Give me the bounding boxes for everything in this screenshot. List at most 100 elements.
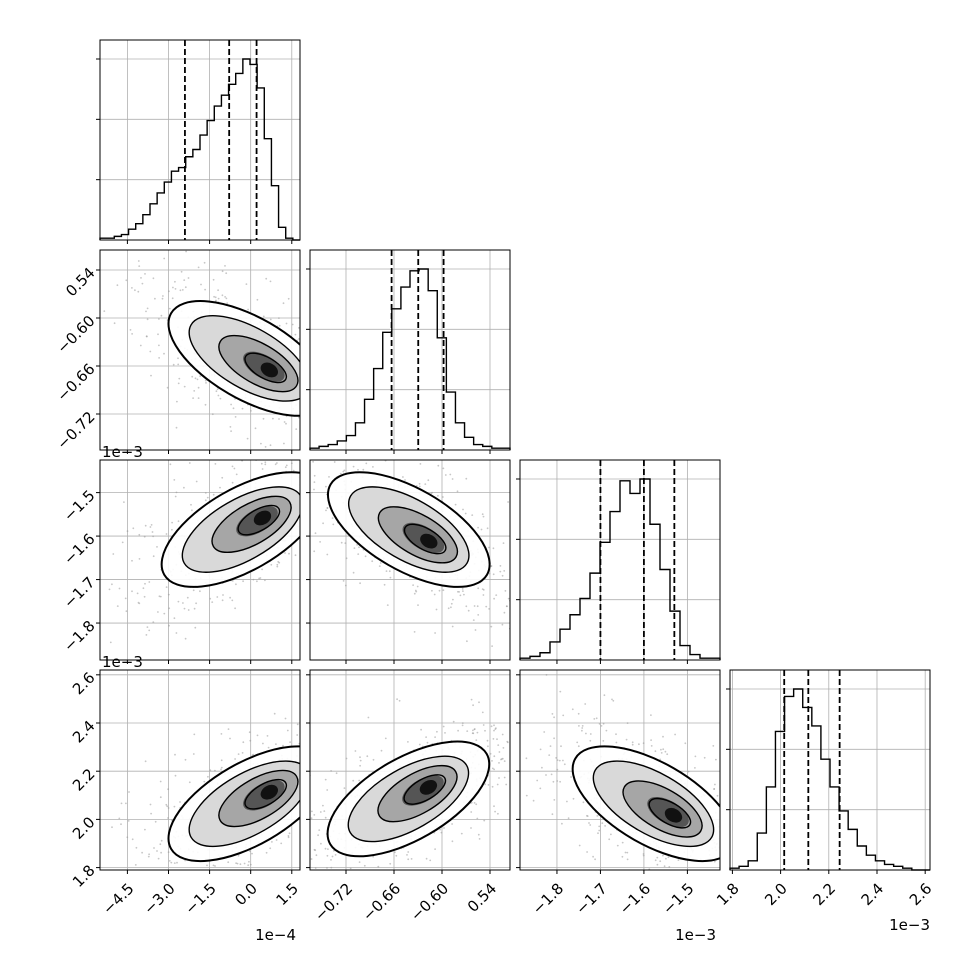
scatter-point	[461, 724, 464, 727]
scatter-point	[359, 756, 361, 759]
scatter-point	[283, 442, 285, 445]
scatter-point	[285, 464, 288, 467]
scatter-point	[498, 777, 500, 779]
scatter-point	[159, 595, 162, 598]
scatter-point	[221, 294, 224, 297]
scatter-point	[585, 732, 587, 735]
scatter-point	[120, 823, 122, 826]
scatter-point	[567, 817, 570, 820]
scatter-point	[154, 297, 156, 300]
scatter-point	[275, 743, 277, 745]
scatter-point	[666, 753, 669, 756]
scatter-point	[270, 563, 273, 566]
scatter-point	[195, 602, 198, 605]
scatter-point	[280, 842, 283, 845]
scatter-point	[354, 750, 357, 752]
scatter-point	[563, 763, 566, 766]
scatter-point	[481, 513, 484, 516]
scatter-point	[256, 298, 259, 301]
scatter-point	[442, 725, 445, 728]
scatter-point	[626, 722, 629, 724]
scatter-point	[562, 759, 564, 762]
scatter-point	[465, 605, 468, 608]
scatter-point	[144, 760, 147, 763]
scatter-point	[322, 804, 324, 807]
scatter-point	[269, 318, 272, 321]
scatter-point	[556, 780, 559, 782]
scatter-point	[219, 486, 221, 489]
scatter-point	[498, 751, 501, 753]
scatter-point	[232, 407, 235, 410]
scatter-point	[222, 594, 224, 596]
scatter-point	[157, 333, 159, 336]
scatter-point	[261, 468, 264, 470]
hist-panel-3	[726, 670, 930, 871]
scatter-point	[196, 378, 199, 381]
scatter-point	[334, 854, 337, 856]
plot-area	[310, 460, 510, 660]
scatter-point	[404, 479, 406, 481]
scatter-point	[331, 517, 334, 519]
scatter-point	[584, 703, 587, 705]
scatter-point	[137, 260, 140, 262]
hist-panel-0	[96, 40, 300, 241]
scatter-point	[264, 579, 266, 582]
scatter-point	[197, 266, 200, 269]
scatter-point	[120, 802, 123, 805]
scatter-point	[258, 577, 260, 580]
scatter-point	[167, 851, 170, 853]
scatter-axes-3-1	[309, 669, 511, 871]
scatter-point	[482, 724, 485, 726]
scatter-point	[221, 599, 224, 602]
scatter-point	[372, 758, 375, 761]
scatter-point	[212, 864, 215, 867]
scatter-point	[471, 514, 474, 516]
scatter-point	[127, 820, 130, 822]
scatter-point	[470, 811, 473, 813]
scatter-point	[118, 817, 121, 820]
scatter-point	[287, 835, 290, 837]
scatter-point	[224, 296, 227, 298]
scatter-point	[149, 526, 152, 528]
scatter-point	[494, 728, 497, 730]
scatter-point	[525, 757, 528, 760]
scatter-point	[177, 363, 180, 366]
scatter-point	[539, 787, 542, 790]
scatter-point	[313, 814, 316, 816]
scatter-point	[284, 552, 286, 554]
scatter-point	[343, 787, 346, 789]
scatter-point	[187, 277, 190, 279]
scatter-point	[116, 605, 119, 607]
scatter-point	[168, 624, 170, 627]
contour-outer	[326, 740, 491, 858]
scatter-point	[493, 597, 495, 600]
scatter-point	[604, 825, 606, 827]
scatter-point	[144, 828, 146, 831]
scatter-point	[462, 508, 464, 511]
scatter-point	[214, 769, 216, 772]
scatter-point	[488, 608, 490, 610]
scatter-point	[167, 593, 170, 596]
scatter-point	[140, 277, 142, 279]
scatter-point	[595, 717, 598, 720]
scatter-point	[203, 780, 206, 783]
scatter-point	[144, 524, 147, 527]
scatter-point	[433, 593, 436, 596]
scatter-point	[662, 748, 665, 751]
scatter-point	[248, 860, 250, 863]
scatter-point	[245, 283, 248, 285]
scatter-point	[340, 541, 343, 544]
scatter-point	[276, 565, 279, 568]
scatter-point	[183, 385, 186, 388]
scatter-point	[125, 279, 128, 282]
scatter-point	[146, 318, 149, 321]
contour-dense-core	[403, 774, 447, 805]
scatter-point	[149, 803, 152, 806]
scatter-point	[612, 699, 615, 702]
scatter-point	[241, 752, 244, 754]
scatter-point	[148, 853, 151, 856]
scatter-point	[596, 815, 599, 817]
scatter-point	[449, 473, 452, 476]
scatter-point	[478, 838, 481, 840]
